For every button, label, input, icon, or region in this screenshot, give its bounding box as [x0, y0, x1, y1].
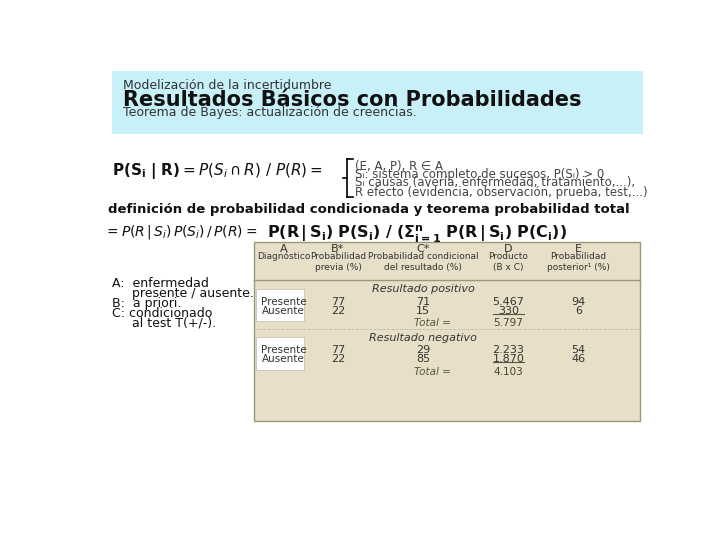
Text: Probabilidad
posterior¹ (%): Probabilidad posterior¹ (%): [546, 252, 610, 272]
Text: 1.870: 1.870: [492, 354, 524, 364]
Text: Sᵢ causas (avería, enfermedad, tratamiento,...),: Sᵢ causas (avería, enfermedad, tratamien…: [355, 177, 635, 190]
Text: 54: 54: [571, 345, 585, 355]
Text: Resultado negativo: Resultado negativo: [369, 333, 477, 343]
Text: $= P(R\,|\,S_i)\,P(S_i)\,/\,P(R) =$: $= P(R\,|\,S_i)\,P(S_i)\,/\,P(R) =$: [104, 224, 257, 241]
Text: Teorema de Bayes: actualización de creencias.: Teorema de Bayes: actualización de creen…: [122, 106, 416, 119]
Text: C: condicionado: C: condicionado: [112, 307, 212, 320]
Text: A:  enfermedad: A: enfermedad: [112, 276, 209, 289]
Text: 330: 330: [498, 306, 519, 316]
Text: 71: 71: [416, 296, 431, 307]
Text: 22: 22: [331, 306, 345, 316]
Text: D: D: [504, 244, 513, 254]
Text: E: E: [575, 244, 582, 254]
Text: Ausente: Ausente: [262, 306, 305, 316]
Text: 77: 77: [331, 345, 345, 355]
Text: 85: 85: [416, 354, 431, 364]
Text: Resultados Básicos con Probabilidades: Resultados Básicos con Probabilidades: [122, 90, 581, 110]
Text: Ausente: Ausente: [262, 354, 305, 364]
Text: Presente: Presente: [261, 296, 307, 307]
Text: Resultado positivo: Resultado positivo: [372, 284, 474, 294]
Text: 6: 6: [575, 306, 582, 316]
Text: 2.233: 2.233: [492, 345, 524, 355]
FancyBboxPatch shape: [112, 71, 642, 134]
Text: 5.797: 5.797: [494, 318, 523, 328]
Text: A: A: [280, 244, 287, 254]
Text: definición de probabilidad condicionada y teorema probabilidad total: definición de probabilidad condicionada …: [108, 204, 630, 217]
Text: B*: B*: [331, 244, 345, 254]
Text: 22: 22: [331, 354, 345, 364]
FancyBboxPatch shape: [254, 242, 640, 421]
Text: B:  a priori.: B: a priori.: [112, 298, 181, 310]
Text: $\mathbf{P(S_i\ |\ R)}$$ = P(S_i \cap R)\ /\ P(R) =$: $\mathbf{P(S_i\ |\ R)}$$ = P(S_i \cap R)…: [112, 161, 323, 181]
Text: Presente: Presente: [261, 345, 307, 355]
Text: presente / ausente.: presente / ausente.: [112, 287, 253, 300]
Text: Sᵢ: sistema completo de sucesos, P(Sᵢ) > 0: Sᵢ: sistema completo de sucesos, P(Sᵢ) >…: [355, 168, 604, 181]
Text: 4.103: 4.103: [494, 367, 523, 376]
Text: Probabilidad
previa (%): Probabilidad previa (%): [310, 252, 366, 272]
FancyBboxPatch shape: [256, 338, 304, 370]
Text: 5.467: 5.467: [492, 296, 524, 307]
Text: 46: 46: [571, 354, 585, 364]
Text: Producto
(B x C): Producto (B x C): [489, 252, 528, 272]
Text: 29: 29: [416, 345, 431, 355]
Text: 77: 77: [331, 296, 345, 307]
Text: C*: C*: [417, 244, 430, 254]
Text: Total =: Total =: [413, 318, 451, 328]
Text: Diagnóstico: Diagnóstico: [257, 252, 310, 261]
Text: Modelización de la incertidumbre: Modelización de la incertidumbre: [122, 79, 331, 92]
Text: al test T(+/-).: al test T(+/-).: [112, 316, 216, 329]
Text: R efecto (evidencia, observación, prueba, test,...): R efecto (evidencia, observación, prueba…: [355, 186, 648, 199]
Text: Total =: Total =: [413, 367, 451, 376]
Text: (E, A, P), R ∈ A: (E, A, P), R ∈ A: [355, 159, 443, 172]
Text: 15: 15: [416, 306, 431, 316]
Text: 94: 94: [571, 296, 585, 307]
FancyBboxPatch shape: [256, 289, 304, 321]
Text: $\mathbf{P(R\,|\,S_i)\ P(S_i)\ /\ (\Sigma^n_{i=1}\ P(R\,|\,S_i)\ P(C_i))}$: $\mathbf{P(R\,|\,S_i)\ P(S_i)\ /\ (\Sigm…: [266, 224, 567, 245]
Text: Probabilidad condicional
del resultado (%): Probabilidad condicional del resultado (…: [368, 252, 479, 272]
